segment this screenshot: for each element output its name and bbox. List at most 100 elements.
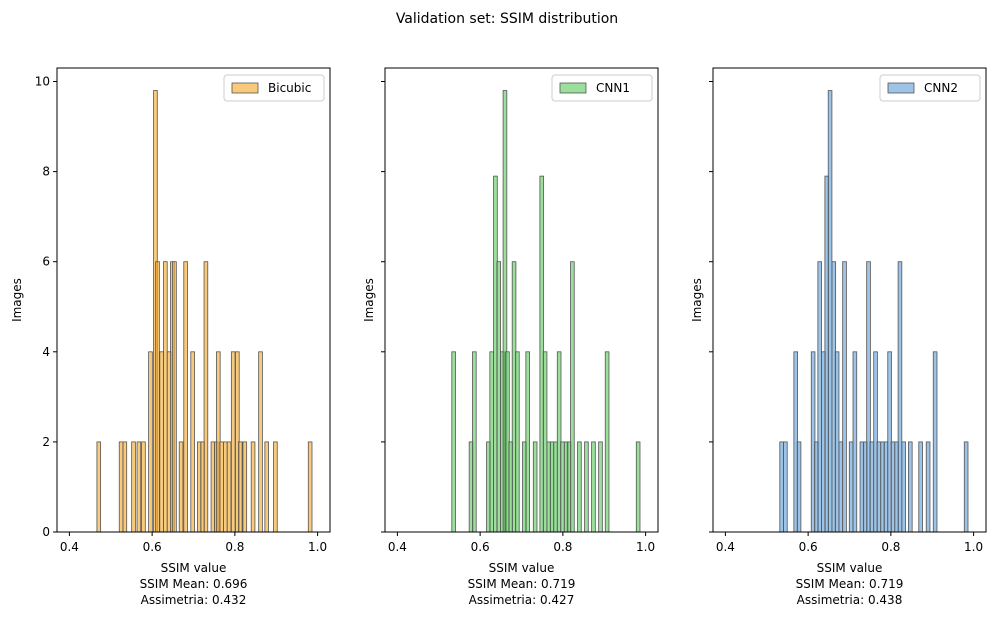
histogram-bar (848, 441, 854, 533)
y-tick-label: 6 (42, 255, 50, 269)
y-tick-label: 0 (42, 525, 50, 539)
x-tick-label: 0.6 (471, 540, 490, 554)
histogram-bar (258, 351, 263, 533)
y-tick-label: 10 (35, 75, 50, 89)
histogram-bar (223, 441, 228, 533)
histogram-bar (159, 351, 164, 533)
legend-label: CNN1 (596, 81, 630, 95)
histogram-bar (918, 441, 923, 533)
histogram-bar (178, 441, 184, 533)
figure-title: Validation set: SSIM distribution (396, 11, 618, 27)
histogram-bar (118, 441, 124, 533)
histogram-bar (890, 441, 896, 533)
histogram-bar (190, 351, 195, 533)
subplot-1: 0.4 0.6 0.8 1.0 0 2 4 6 8 10 Images SSIM value SSIM … (10, 67, 331, 607)
histogram-bar (307, 441, 313, 533)
histogram-bar (273, 441, 278, 533)
histogram-bar (779, 441, 784, 533)
histogram-bar (131, 441, 136, 533)
histogram-bar (122, 441, 128, 533)
histogram-bar (883, 441, 889, 533)
histogram-bar (842, 261, 847, 533)
histogram-bar (525, 351, 530, 533)
histogram-bar (963, 441, 969, 533)
histogram-bar (838, 441, 844, 533)
x-tick-label: 0.6 (143, 540, 162, 554)
histogram-bar (598, 441, 603, 533)
histogram-bar (570, 261, 575, 533)
histogram-bar (136, 441, 142, 533)
histogram-bar (96, 441, 102, 533)
histogram-bar (932, 351, 938, 533)
x-tick-label: 0.8 (553, 540, 572, 554)
histogram-bar (553, 441, 558, 533)
legend-box (223, 74, 325, 102)
histogram-bar (496, 261, 502, 533)
x-axis-label: SSIM value (161, 561, 227, 575)
histogram-bar (635, 441, 641, 533)
y-tick-label: 8 (42, 165, 50, 179)
histogram-bar (584, 441, 589, 533)
legend-box (551, 74, 653, 102)
histogram-bar (250, 441, 256, 533)
x-tick-label: 0.4 (388, 540, 407, 554)
asymmetry-label: Assimetria: 0.432 (141, 593, 247, 607)
histogram-bar (925, 441, 931, 533)
histogram-bar (155, 261, 160, 533)
histogram-bar (852, 351, 858, 533)
x-tick-label: 0.4 (60, 540, 79, 554)
x-tick-label: 1.0 (636, 540, 655, 554)
histogram-bar (869, 441, 875, 533)
asymmetry-label: Assimetria: 0.427 (469, 593, 575, 607)
histogram-bar (472, 351, 477, 533)
axes-frame (712, 67, 987, 533)
histogram-bar (532, 441, 538, 533)
histogram-bar (827, 90, 833, 533)
histogram-bar (817, 261, 822, 533)
legend-swatch (559, 82, 587, 94)
legend-label: CNN2 (924, 81, 958, 95)
histogram-bar (237, 441, 243, 533)
x-tick-label: 0.4 (716, 540, 735, 554)
histogram-bar (226, 441, 232, 533)
histogram-bar (163, 261, 168, 533)
axes-frame (56, 67, 331, 533)
subplot-2: 0.4 0.6 0.8 1.0 Images SSIM value SSIM Mean: 0… (362, 67, 659, 607)
x-axis-label: SSIM value (489, 561, 555, 575)
histogram-bar (148, 351, 153, 533)
ssim-mean-label: SSIM Mean: 0.719 (796, 577, 904, 591)
histogram-bar (901, 441, 906, 533)
ssim-mean-label: SSIM Mean: 0.719 (468, 577, 576, 591)
ssim-mean-label: SSIM Mean: 0.696 (140, 577, 248, 591)
histogram-bar (577, 441, 582, 533)
histogram-bar (604, 351, 610, 533)
asymmetry-label: Assimetria: 0.438 (797, 593, 903, 607)
x-tick-label: 1.0 (308, 540, 327, 554)
legend-swatch (231, 82, 259, 94)
y-tick-label: 2 (42, 435, 50, 449)
x-tick-label: 1.0 (964, 540, 983, 554)
histogram-bar (876, 441, 882, 533)
histogram-bar (796, 441, 802, 533)
y-tick-label: 4 (42, 345, 50, 359)
histogram-bar (183, 261, 188, 533)
histogram-bar (141, 441, 146, 533)
subplot-3: 0.4 0.6 0.8 1.0 Images SSIM value SSIM Mean: 0… (690, 67, 987, 607)
histogram-bar (242, 441, 248, 533)
y-axis-label: Images (690, 278, 704, 322)
legend-box (879, 74, 981, 102)
legend-swatch (887, 82, 915, 94)
histogram-bar (834, 351, 840, 533)
histogram-bar (908, 441, 913, 533)
histogram-bar (591, 441, 596, 533)
x-tick-label: 0.6 (799, 540, 818, 554)
x-tick-label: 0.8 (881, 540, 900, 554)
histogram-bar (264, 441, 269, 533)
histogram-bar (560, 441, 565, 533)
histogram-bar (219, 441, 224, 533)
histogram-bar (489, 351, 494, 533)
histogram-bar (783, 441, 788, 533)
histogram-bar (203, 261, 209, 533)
histogram-bar (451, 351, 456, 533)
